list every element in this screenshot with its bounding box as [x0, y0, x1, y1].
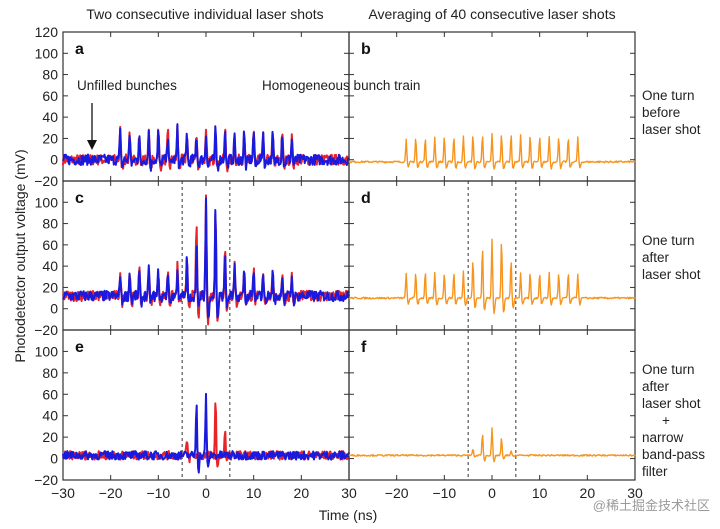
panel-d: d — [348, 180, 636, 331]
x-tick-label: 20 — [294, 485, 310, 501]
x-tick-label: 30 — [627, 485, 643, 501]
series-line-f-0 — [348, 427, 636, 463]
x-tick-label: 0 — [202, 485, 210, 501]
x-axis-label: Time (ns) — [319, 507, 378, 523]
y-tick-label: 100 — [35, 194, 59, 210]
y-tick-label: 40 — [42, 109, 58, 125]
row-note-line: after — [642, 250, 670, 265]
y-tick-label: 40 — [42, 258, 58, 274]
x-tick-label: −20 — [99, 485, 123, 501]
series-line-c-1 — [62, 197, 350, 319]
y-tick-label: 80 — [42, 216, 58, 232]
x-tick-label: 30 — [341, 485, 357, 501]
y-tick-label: 20 — [42, 429, 58, 445]
column-title-right: Averaging of 40 consecutive laser shots — [368, 6, 615, 22]
row-note-line: laser shot — [642, 396, 701, 411]
series-line-b-0 — [348, 132, 636, 170]
y-tick-label: 0 — [50, 451, 58, 467]
y-tick-label: −20 — [34, 472, 58, 488]
y-tick-label: −20 — [34, 173, 58, 189]
column-title-left: Two consecutive individual laser shots — [86, 6, 323, 22]
panel-label-a: a — [75, 41, 84, 58]
y-tick-label: 20 — [42, 279, 58, 295]
y-tick-label: 20 — [42, 130, 58, 146]
series-line-a-1 — [62, 123, 350, 172]
annotation-unfilled-bunches: Unfilled bunches — [77, 78, 177, 93]
y-tick-label: 60 — [42, 386, 58, 402]
row-note-line: filter — [642, 464, 668, 479]
panel-frame — [348, 329, 636, 481]
watermark: @稀土掘金技术社区 — [593, 498, 710, 513]
panel-a: −20 0 20 40 60 80 100 120 a — [34, 24, 350, 189]
panel-frame — [348, 31, 636, 182]
x-tick-label: 0 — [488, 485, 496, 501]
y-tick-label: 80 — [42, 67, 58, 83]
x-tick-label: 10 — [246, 485, 262, 501]
x-tick-label: −10 — [432, 485, 456, 501]
y-axis-label: Photodetector output voltage (mV) — [12, 149, 28, 362]
series-line-e-1 — [62, 392, 350, 474]
y-tick-label: 120 — [35, 24, 59, 40]
panel-b: b — [348, 31, 636, 182]
y-tick-label: 0 — [50, 301, 58, 317]
x-tick-label: −20 — [385, 485, 409, 501]
x-tick-label: −10 — [146, 485, 170, 501]
panel-c: −20 0 20 40 60 80 100 c — [34, 180, 350, 338]
panel-label-b: b — [361, 41, 371, 58]
series-line-d-0 — [348, 238, 636, 315]
row-note-line: after — [642, 379, 670, 394]
x-tick-label: 20 — [580, 485, 596, 501]
row-note-line: before — [642, 105, 680, 120]
row-note-line: + — [662, 413, 670, 428]
y-tick-label: −20 — [34, 322, 58, 338]
row-note-line: One turn — [642, 362, 695, 377]
y-tick-label: 80 — [42, 365, 58, 381]
row-note-line: laser shot — [642, 267, 701, 282]
y-tick-label: 0 — [50, 152, 58, 168]
x-tick-label: 10 — [532, 485, 548, 501]
panel-f: −20 −10 0 10 20 30 f — [348, 329, 643, 501]
row-note-line: band-pass — [642, 447, 705, 462]
panel-label-d: d — [361, 190, 371, 207]
y-tick-label: 60 — [42, 88, 58, 104]
annotation-homogeneous-bunch-train: Homogeneous bunch train — [262, 78, 420, 93]
panel-label-e: e — [75, 339, 84, 356]
panel-label-c: c — [75, 190, 84, 207]
y-tick-label: 60 — [42, 237, 58, 253]
arrow-icon — [87, 103, 97, 150]
x-tick-label: −30 — [51, 485, 75, 501]
y-tick-label: 40 — [42, 408, 58, 424]
row-note-line: One turn — [642, 88, 695, 103]
panel-label-f: f — [361, 339, 367, 356]
y-tick-label: 100 — [35, 45, 59, 61]
row-note-line: narrow — [642, 430, 684, 445]
row-note-line: laser shot — [642, 122, 701, 137]
row-note-line: One turn — [642, 233, 695, 248]
y-tick-label: 100 — [35, 343, 59, 359]
